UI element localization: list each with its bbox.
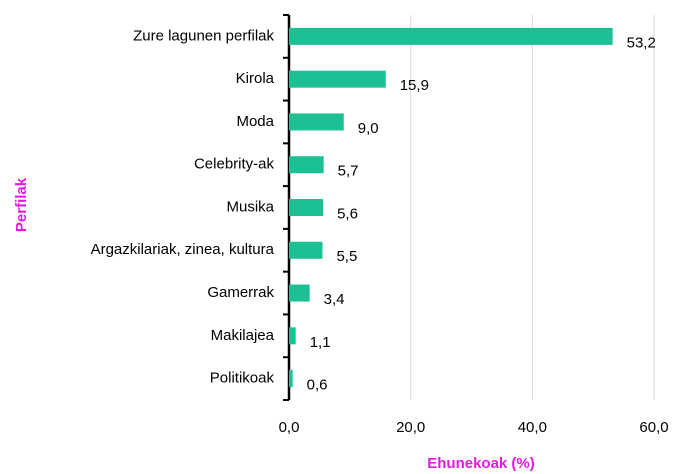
y-axis-title: Perfilak <box>13 177 30 232</box>
bar <box>289 113 344 131</box>
x-tick-label: 40,0 <box>518 419 547 436</box>
bar <box>289 241 323 259</box>
data-label: 5,5 <box>336 248 357 265</box>
bar <box>289 370 293 388</box>
y-tick-label: Celebrity-ak <box>194 156 275 173</box>
x-axis-title: Ehunekoak (%) <box>427 455 535 472</box>
y-tick-label: Moda <box>236 113 274 130</box>
x-tick-label: 0,0 <box>279 419 300 436</box>
data-label: 5,7 <box>338 163 359 180</box>
data-label: 15,9 <box>400 77 429 94</box>
bar <box>289 156 324 174</box>
x-tick-label: 20,0 <box>396 419 425 436</box>
data-label: 3,4 <box>324 291 345 308</box>
bar <box>289 327 296 345</box>
bar <box>289 284 310 302</box>
data-label: 5,6 <box>337 205 358 222</box>
y-tick-label: Gamerrak <box>207 284 274 301</box>
data-label: 9,0 <box>358 120 379 137</box>
y-tick-label: Argazkilariak, zinea, kultura <box>91 241 275 258</box>
bar <box>289 199 324 216</box>
y-tick-label: Politikoak <box>210 370 275 387</box>
y-tick-label: Musika <box>226 198 274 215</box>
data-label: 0,6 <box>307 377 328 394</box>
data-label: 53,2 <box>627 34 656 51</box>
bar <box>289 70 386 88</box>
y-tick-label: Zure lagunen perfilak <box>133 27 274 44</box>
bar <box>289 27 613 45</box>
data-label: 1,1 <box>310 334 331 351</box>
y-tick-label: Makilajea <box>211 327 275 344</box>
x-tick-label: 60,0 <box>639 419 668 436</box>
y-tick-label: Kirola <box>236 70 275 87</box>
